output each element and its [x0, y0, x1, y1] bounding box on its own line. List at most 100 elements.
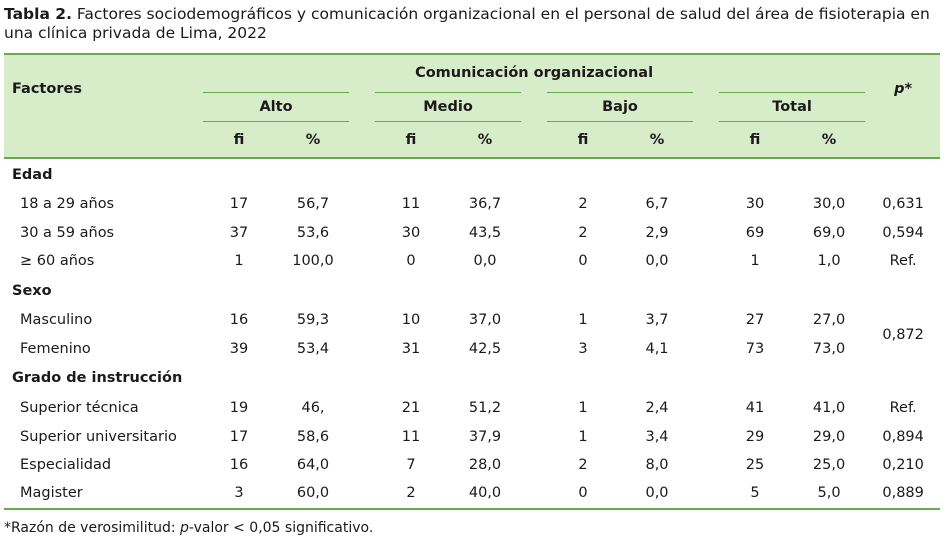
- header-alto: Alto: [202, 91, 350, 123]
- cell-p: 0,594: [882, 224, 924, 241]
- cell-medio-pct: 36,7: [468, 196, 502, 213]
- section-row-grado: Grado de instrucción: [4, 363, 940, 394]
- cell-medio-fi: 11: [401, 196, 421, 213]
- cell-bajo-fi: 1: [578, 312, 588, 329]
- cell-p-merged: 0,872: [882, 326, 924, 343]
- cell-bajo-fi: 0: [578, 252, 588, 269]
- cell-bajo-pct: 4,1: [645, 340, 669, 357]
- cell-alto-fi: 1: [234, 252, 244, 269]
- cell-alto-fi: 17: [229, 196, 249, 213]
- cell-bajo-pct: 6,7: [645, 196, 669, 213]
- cell-medio-pct: 42,5: [468, 340, 502, 357]
- cell-bajo-fi: 2: [578, 456, 588, 473]
- footnote-suffix: -valor < 0,05 significativo.: [188, 520, 374, 536]
- cell-p: Ref.: [889, 400, 917, 417]
- cell-alto-fi: 16: [229, 312, 249, 329]
- cell-p: Ref.: [889, 252, 917, 269]
- section-row-sexo: Sexo: [4, 275, 940, 306]
- cell-medio-fi: 30: [401, 224, 421, 241]
- cell-bajo-pct: 2,9: [645, 224, 669, 241]
- cell-total-fi: 41: [745, 400, 765, 417]
- cell-total-pct: 69,0: [812, 224, 846, 241]
- cell-bajo-fi: 1: [578, 428, 588, 445]
- cell-medio-pct: 40,0: [448, 479, 522, 510]
- cell-medio-fi: 21: [401, 400, 421, 417]
- cell-total-fi: 1: [750, 252, 760, 269]
- cell-medio-pct: 37,0: [468, 312, 502, 329]
- cell-alto-pct: 56,7: [296, 196, 330, 213]
- header-total-pct: %: [792, 123, 867, 159]
- table-row: 18 a 29 años 17 56,7 11 36,7 2 6,7 30 30…: [4, 190, 940, 218]
- section-row-edad: Edad: [4, 158, 940, 190]
- cell-alto-pct: 64,0: [296, 456, 330, 473]
- cell-alto-pct: 59,3: [296, 312, 330, 329]
- header-total: Total: [718, 91, 866, 123]
- cell-medio-pct: 0,0: [473, 252, 497, 269]
- data-table: Factores Comunicación organizacional p* …: [4, 53, 941, 510]
- header-pvalue: p*: [866, 53, 941, 123]
- cell-alto-fi: 39: [229, 340, 249, 357]
- cell-medio-fi: 7: [406, 456, 416, 473]
- cell-alto-fi: 17: [229, 428, 249, 445]
- cell-total-fi: 73: [745, 340, 765, 357]
- row-label: Especialidad: [20, 456, 112, 473]
- cell-total-fi: 69: [745, 224, 765, 241]
- table-header: Factores Comunicación organizacional p* …: [4, 53, 941, 159]
- cell-bajo-pct: 2,4: [645, 400, 669, 417]
- section-title: Sexo: [12, 282, 52, 299]
- cell-p: 0,210: [882, 456, 924, 473]
- cell-bajo-pct: 3,4: [645, 428, 669, 445]
- cell-total-pct: 1,0: [817, 252, 841, 269]
- cell-total-pct: 25,0: [812, 456, 846, 473]
- cell-p: 0,894: [882, 428, 924, 445]
- cell-bajo-fi: 2: [578, 224, 588, 241]
- cell-bajo-pct: 0,0: [620, 479, 694, 510]
- section-title: Grado de instrucción: [12, 370, 183, 387]
- cell-total-fi: 5: [718, 479, 792, 510]
- cell-p: 0,631: [882, 196, 924, 213]
- cell-medio-pct: 37,9: [468, 428, 502, 445]
- table-body: Edad 18 a 29 años 17 56,7 11 36,7 2 6,7 …: [4, 158, 941, 510]
- table-row: Superior técnica 19 46, 21 51,2 1 2,4 41…: [4, 394, 940, 422]
- cell-medio-fi: 2: [374, 479, 448, 510]
- header-medio-fi: fi: [374, 123, 448, 159]
- header-medio: Medio: [374, 91, 522, 123]
- table-footnote: *Razón de verosimilitud: p-valor < 0,05 …: [4, 520, 373, 536]
- cell-medio-pct: 43,5: [468, 224, 502, 241]
- row-label: 18 a 29 años: [20, 196, 115, 213]
- cell-medio-fi: 11: [401, 428, 421, 445]
- cell-p: 0,889: [866, 479, 941, 510]
- cell-total-pct: 30,0: [812, 196, 846, 213]
- header-factores: Factores: [4, 53, 202, 123]
- table-row: Especialidad 16 64,0 7 28,0 2 8,0 25 25,…: [4, 451, 940, 479]
- header-bajo-label: Bajo: [547, 92, 693, 122]
- cell-alto-pct: 53,4: [296, 340, 330, 357]
- cell-bajo-fi: 2: [578, 196, 588, 213]
- cell-alto-pct: 58,6: [296, 428, 330, 445]
- table-wrapper: Factores Comunicación organizacional p* …: [4, 53, 941, 510]
- header-bajo-pct: %: [620, 123, 694, 159]
- table-caption: Tabla 2. Factores sociodemográficos y co…: [4, 5, 944, 43]
- cell-medio-pct: 51,2: [468, 400, 502, 417]
- cell-medio-fi: 0: [406, 252, 416, 269]
- header-total-fi: fi: [718, 123, 792, 159]
- row-label: 30 a 59 años: [20, 224, 115, 241]
- row-label: Femenino: [20, 340, 91, 357]
- footnote-italic: p: [180, 520, 189, 536]
- cell-total-pct: 73,0: [812, 340, 846, 357]
- table-row: ≥ 60 años 1 100,0 0 0,0 0 0,0 1 1,0 Ref.: [4, 247, 940, 275]
- cell-medio-fi: 31: [401, 340, 421, 357]
- cell-total-pct: 29,0: [812, 428, 846, 445]
- header-bajo-fi: fi: [546, 123, 620, 159]
- header-alto-fi: fi: [202, 123, 276, 159]
- cell-bajo-pct: 8,0: [645, 456, 669, 473]
- table-row: Femenino 39 53,4 31 42,5 3 4,1 73 73,0: [4, 335, 940, 363]
- table-row: Superior universitario 17 58,6 11 37,9 1…: [4, 422, 940, 450]
- cell-total-pct: 5,0: [792, 479, 867, 510]
- row-label: Superior universitario: [20, 428, 177, 445]
- cell-bajo-pct: 3,7: [645, 312, 669, 329]
- cell-bajo-fi: 1: [578, 400, 588, 417]
- cell-alto-fi: 37: [229, 224, 249, 241]
- header-total-label: Total: [719, 92, 866, 122]
- cell-medio-pct: 28,0: [468, 456, 502, 473]
